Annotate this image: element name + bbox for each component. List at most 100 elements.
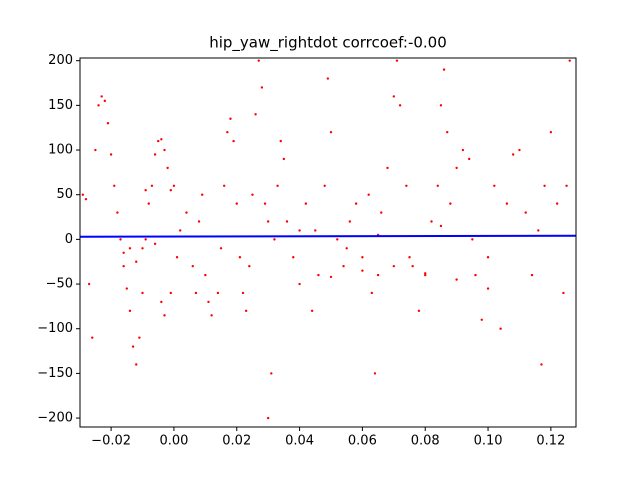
point — [530, 273, 534, 277]
point — [373, 372, 377, 375]
y-tick-label: 150 — [48, 98, 73, 113]
point — [87, 282, 91, 286]
point — [329, 130, 333, 134]
point — [314, 229, 317, 232]
point — [91, 336, 94, 339]
point — [200, 193, 204, 196]
point — [345, 247, 348, 250]
point — [147, 202, 150, 205]
point — [467, 157, 471, 161]
point — [376, 273, 380, 277]
point — [163, 148, 166, 152]
point — [119, 238, 122, 241]
point — [207, 300, 210, 304]
point — [241, 291, 245, 295]
point — [122, 264, 125, 268]
point — [150, 184, 154, 187]
point — [232, 139, 235, 143]
point — [141, 247, 144, 250]
point — [282, 157, 286, 161]
y-tick-label: 100 — [48, 143, 73, 158]
point — [439, 224, 443, 228]
point — [135, 363, 138, 366]
point — [125, 287, 129, 290]
point — [442, 68, 446, 71]
point — [97, 104, 100, 107]
point — [266, 220, 270, 223]
point — [304, 202, 308, 205]
point — [486, 256, 490, 259]
point — [543, 184, 546, 187]
point — [251, 193, 254, 196]
x-tick-label: 0.10 — [474, 434, 503, 449]
point — [194, 291, 198, 295]
point — [172, 184, 176, 187]
fit-line — [80, 234, 576, 238]
point — [210, 314, 213, 317]
point — [562, 291, 565, 295]
x-tick-label: 0.00 — [159, 434, 188, 449]
point — [138, 336, 141, 339]
point — [197, 220, 201, 223]
point — [270, 372, 273, 375]
point — [103, 99, 107, 103]
y-tick-label: −150 — [37, 366, 73, 381]
point — [380, 211, 383, 214]
point — [153, 242, 157, 246]
point — [370, 291, 374, 295]
x-tick-label: −0.02 — [91, 434, 131, 449]
point — [279, 139, 282, 143]
point — [169, 291, 172, 295]
point — [185, 211, 188, 214]
point — [144, 189, 147, 192]
point — [273, 238, 276, 241]
point — [480, 318, 483, 321]
point — [160, 138, 163, 141]
point — [446, 130, 449, 134]
y-tick-label: 0 — [65, 232, 73, 247]
point — [100, 95, 103, 98]
y-tick-label: −100 — [37, 321, 73, 336]
point — [354, 202, 358, 205]
point — [229, 117, 232, 120]
point — [499, 327, 502, 330]
point — [169, 189, 172, 192]
point — [398, 104, 402, 107]
point — [153, 153, 157, 156]
point — [257, 59, 260, 62]
point — [449, 202, 452, 205]
point — [157, 139, 160, 143]
x-tick-label: 0.08 — [411, 434, 440, 449]
point — [204, 273, 207, 277]
point — [141, 291, 144, 295]
y-tick-label: −50 — [46, 277, 73, 292]
point — [144, 238, 147, 241]
point — [226, 130, 229, 134]
point — [511, 153, 515, 156]
point — [179, 229, 182, 232]
y-tick-label: 200 — [48, 53, 73, 68]
point — [122, 251, 125, 254]
point — [244, 309, 248, 313]
point — [518, 148, 521, 152]
point — [568, 59, 571, 62]
point — [84, 197, 88, 201]
x-tick-label: 0.06 — [348, 434, 377, 449]
x-tick-label: 0.04 — [285, 434, 314, 449]
point — [392, 95, 396, 98]
point — [336, 238, 339, 241]
point — [128, 309, 132, 313]
point — [116, 211, 119, 214]
point — [486, 287, 490, 290]
point — [298, 229, 301, 232]
point — [565, 184, 568, 187]
point — [285, 220, 289, 223]
point — [191, 264, 194, 268]
point — [537, 229, 540, 232]
point — [219, 247, 223, 250]
point — [395, 59, 399, 62]
point — [263, 202, 267, 205]
point — [342, 264, 345, 268]
point — [505, 202, 509, 205]
